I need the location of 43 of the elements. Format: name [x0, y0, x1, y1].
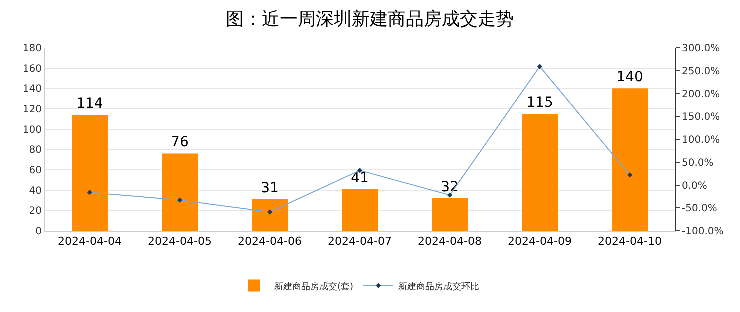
data-label: 114: [76, 96, 104, 112]
y2-tick-label: 100.0%: [682, 135, 720, 146]
y2-tick-label: 300.0%: [682, 44, 720, 54]
x-tick-label: 2024-04-09: [508, 235, 572, 248]
legend-label: 新建商品房成交(套): [274, 281, 354, 292]
y-tick-label: 60: [29, 166, 42, 176]
y-tick-label: 20: [29, 206, 42, 218]
x-tick-label: 2024-04-10: [598, 235, 662, 248]
x-tick-label: 2024-04-05: [148, 235, 212, 248]
y-tick-label: 140: [22, 84, 42, 96]
bar: [72, 115, 108, 231]
bar: [612, 88, 648, 231]
bar: [162, 154, 198, 231]
data-label: 41: [351, 170, 369, 186]
legend-label: 新建商品房成交环比: [398, 281, 480, 292]
y2-tick-label: -50.0%: [682, 204, 718, 215]
y-tick-label: 0: [36, 226, 42, 238]
x-tick-label: 2024-04-07: [328, 235, 392, 248]
bar: [432, 198, 468, 231]
y-tick-label: 80: [29, 145, 42, 156]
data-label: 115: [526, 95, 554, 112]
y2-tick-label: 0.0%: [682, 180, 708, 192]
y-tick-label: 100: [22, 124, 42, 136]
x-tick-label: 2024-04-08: [418, 235, 482, 248]
y2-tick-label: 150.0%: [682, 112, 720, 124]
y2-tick-label: 250.0%: [682, 66, 720, 78]
x-tick-label: 2024-04-04: [58, 235, 122, 248]
y2-tick-label: -100.0%: [682, 226, 724, 238]
data-label: 76: [171, 134, 189, 151]
data-label: 32: [441, 179, 459, 196]
bar: [252, 199, 288, 231]
bar: [522, 114, 558, 231]
y-tick-label: 40: [29, 186, 42, 197]
chart-title: 图：近一周深圳新建商品房成交走势: [226, 9, 514, 30]
data-label: 31: [261, 180, 279, 196]
data-label: 140: [616, 70, 644, 86]
x-tick-label: 2024-04-06: [238, 235, 302, 248]
y2-tick-label: 50.0%: [682, 158, 714, 169]
y2-tick-label: 200.0%: [682, 89, 720, 100]
y-tick-label: 160: [22, 64, 42, 75]
y-tick-label: 180: [22, 44, 42, 54]
y-tick-label: 120: [22, 104, 42, 116]
bar: [342, 189, 378, 231]
